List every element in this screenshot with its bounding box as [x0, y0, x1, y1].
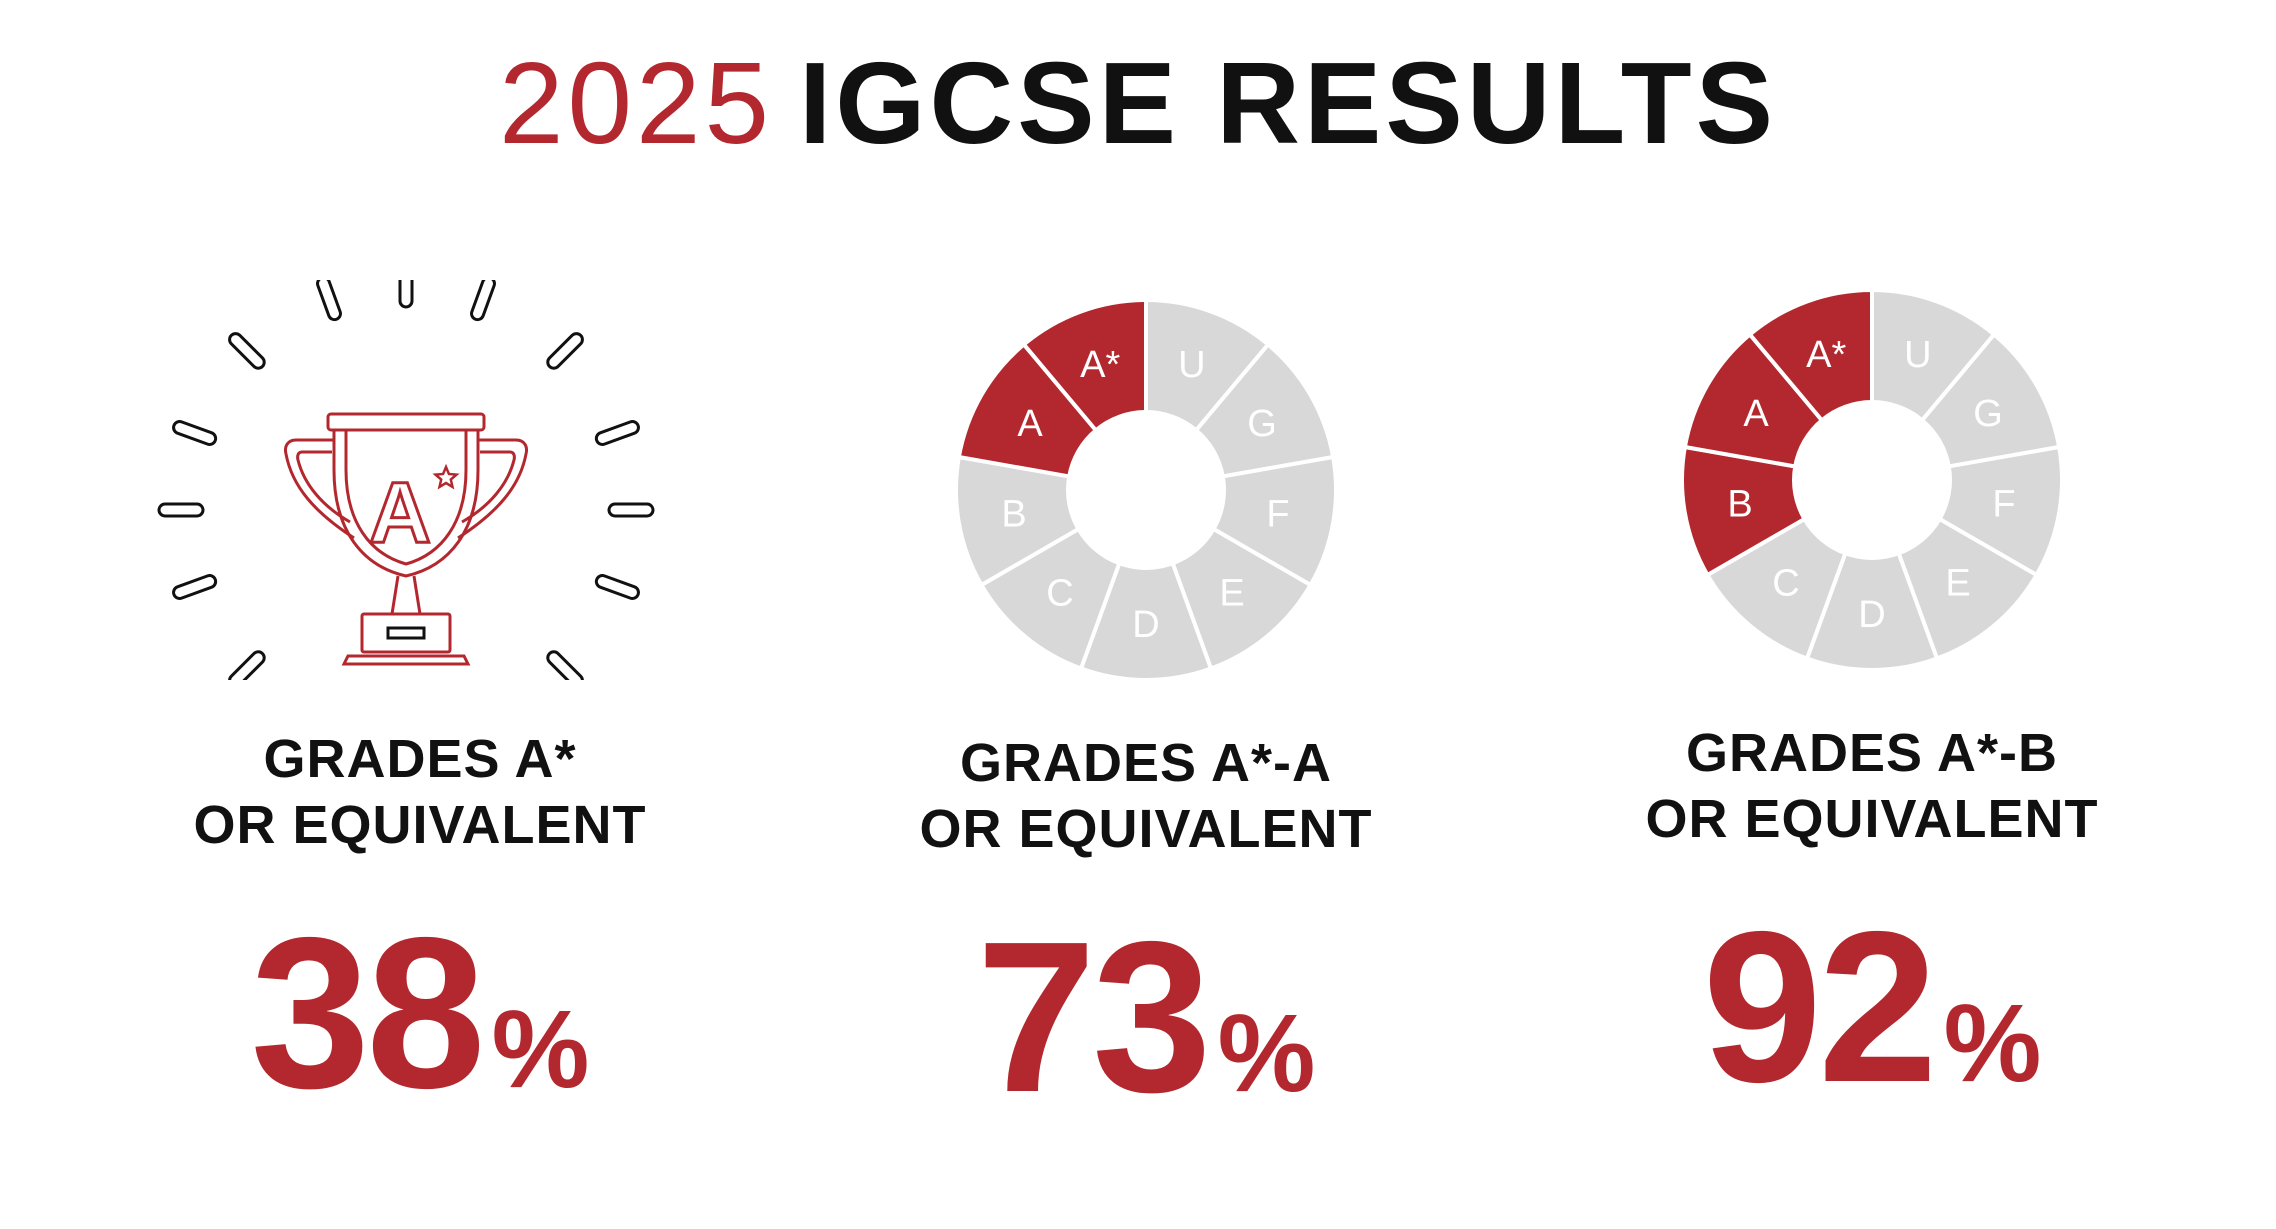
stat-label: GRADES A*-B OR EQUIVALENT [1552, 720, 2192, 852]
stat-a-star-to-a: U G F E D C B A A* GRADES A*-A OR EQUIVALENT 73% [826, 0, 1466, 1229]
ray-mark [546, 650, 584, 680]
stat-value: 73% [826, 902, 1466, 1169]
donut-segment-label: B [1001, 493, 1026, 535]
donut-segment-label: C [1772, 563, 1799, 605]
ray-mark [172, 420, 218, 446]
stat-value-unit: % [1217, 992, 1316, 1115]
stat-value: 92% [1552, 892, 2192, 1159]
stat-value-number: 73 [976, 896, 1212, 1137]
donut-segment-label: G [1247, 403, 1277, 445]
ray-mark [228, 650, 266, 680]
donut-segment-label: A [1017, 403, 1043, 445]
ray-mark [157, 502, 205, 518]
ray-mark [398, 280, 414, 309]
stat-value-unit: % [1943, 982, 2042, 1105]
donut-segment-label: D [1132, 604, 1159, 646]
donut-segment-a-star [1021, 297, 1148, 434]
stat-value-number: 92 [1702, 886, 1938, 1127]
title-year: 2025 [498, 38, 774, 168]
donut-segment-label: G [1973, 393, 2003, 435]
donut-segment-a-star [1747, 287, 1874, 424]
stat-a-star: A GRADES A* OR EQUIVALENT 38% [100, 0, 740, 1229]
ray-mark [316, 280, 342, 322]
donut-segment-label: A* [1080, 344, 1120, 386]
ray-mark [470, 280, 496, 322]
donut-segment-label: A [1743, 393, 1769, 435]
donut-segment-label: B [1727, 483, 1752, 525]
stat-label-line1: GRADES A*-B [1685, 723, 2059, 783]
ray-mark [607, 502, 655, 518]
donut-segment-label: A* [1806, 334, 1846, 376]
ray-mark [594, 574, 640, 600]
rays-icon [157, 280, 655, 680]
grade-donut-chart: UG FE D CB A A* [954, 297, 1338, 682]
stat-label-line2: OR EQUIVALENT [193, 795, 647, 855]
stat-label-line1: GRADES A* [263, 729, 577, 789]
grade-donut-chart: UG FE D CB A A* [1680, 287, 2064, 672]
ray-mark [228, 332, 266, 370]
ray-mark [546, 332, 584, 370]
stat-label: GRADES A* OR EQUIVALENT [100, 726, 740, 858]
stat-label-line2: OR EQUIVALENT [1645, 789, 2099, 849]
stat-value-number: 38 [250, 892, 486, 1133]
star-icon [432, 463, 460, 490]
stat-value-unit: % [491, 988, 590, 1111]
donut-segment-label: U [1178, 344, 1205, 386]
donut-segment-label: D [1858, 594, 1885, 636]
trophy-grade-label: A [369, 465, 431, 561]
page-title: 2025 IGCSE RESULTS [0, 38, 2276, 168]
ray-mark [594, 420, 640, 446]
stat-label-line1: GRADES A*-A [959, 733, 1333, 793]
stat-a-star-to-b: U G F E D C B A A* GRADES A*-B OR EQUIVALENT 92% [1552, 0, 2192, 1229]
trophy-icon: A [157, 280, 655, 680]
donut-segment-label: F [1266, 493, 1289, 535]
donut-segment-label: C [1046, 573, 1073, 615]
donut-segment-label: F [1992, 483, 2015, 525]
stat-label-line2: OR EQUIVALENT [919, 799, 1373, 859]
trophy-cup-icon [284, 412, 528, 666]
title-text: IGCSE RESULTS [799, 38, 1778, 168]
donut-segment-label: E [1219, 573, 1244, 615]
donut-segment-label: U [1904, 334, 1931, 376]
stat-label: GRADES A*-A OR EQUIVALENT [826, 730, 1466, 862]
ray-mark [172, 574, 218, 600]
stat-value: 38% [100, 898, 740, 1165]
donut-segment-label: E [1945, 563, 1970, 605]
